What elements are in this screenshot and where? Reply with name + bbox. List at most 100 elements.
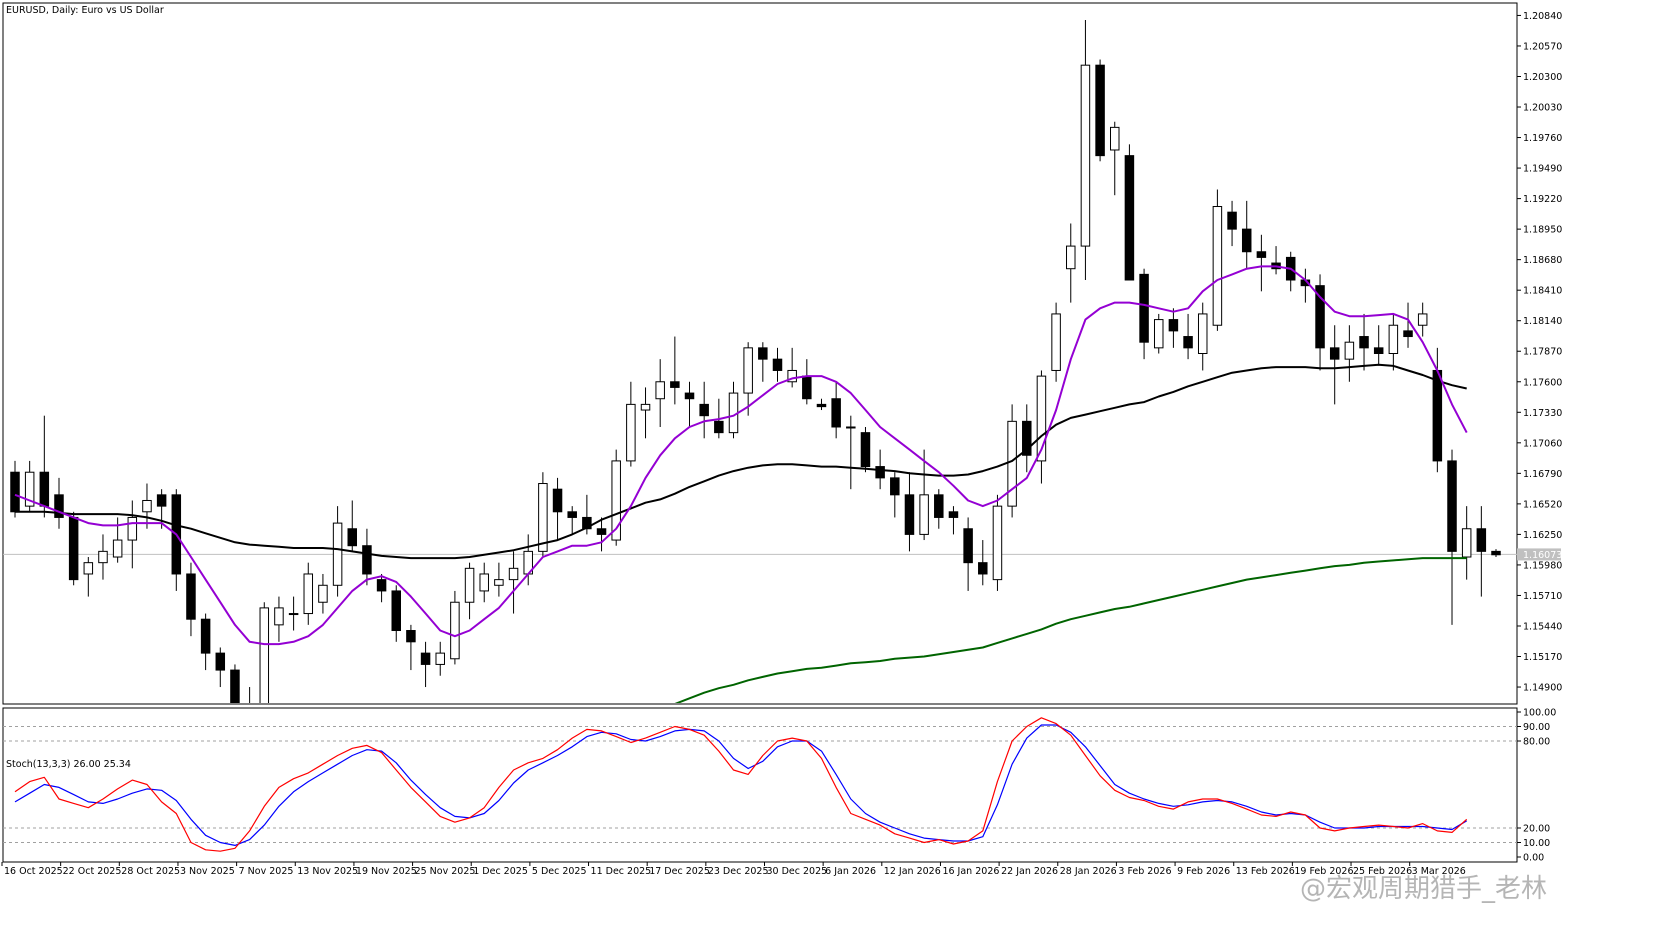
candle (1491, 549, 1501, 558)
candle (479, 562, 489, 603)
candle-body-bear (420, 652, 431, 665)
candle (464, 562, 475, 620)
candle-body-bear (1359, 336, 1369, 349)
time-tick-label: 16 Jan 2026 (942, 866, 999, 877)
time-tick-label: 17 Dec 2025 (649, 866, 710, 877)
candle-body-bear (699, 403, 709, 417)
candle-body-bear (54, 494, 64, 518)
candle (919, 449, 929, 541)
candle-body-bear (684, 392, 695, 400)
candle-body-bear (1256, 251, 1267, 258)
candle (288, 596, 299, 631)
candle-body-bull (626, 403, 636, 462)
candle-body-bull (611, 460, 621, 541)
candle-body-bull (259, 607, 270, 703)
candle (640, 387, 651, 439)
candle (904, 472, 915, 552)
candle-body-bear (816, 403, 827, 408)
watermark-text: @宏观周期猎手_老林 (1300, 874, 1548, 904)
candle (567, 506, 577, 535)
candle (1241, 200, 1252, 269)
candle (684, 381, 695, 427)
candle (831, 381, 841, 439)
time-tick-label: 22 Oct 2025 (63, 866, 122, 877)
stoch-y-tick-label: 90.00 (1523, 722, 1550, 733)
price-y-tick-label: 1.20570 (1523, 41, 1562, 52)
candle-body-bear (1403, 330, 1413, 338)
price-y-tick-label: 1.18680 (1523, 255, 1562, 266)
price-y-tick-label: 1.15980 (1523, 560, 1562, 571)
candle-body-bear (1432, 369, 1443, 462)
candle (758, 342, 768, 382)
candle (670, 336, 680, 405)
candle (142, 483, 152, 529)
time-tick-label: 30 Dec 2025 (766, 866, 827, 877)
candle (435, 641, 445, 676)
candle-body-bull (640, 403, 651, 411)
candle (1066, 223, 1076, 303)
candle (1124, 144, 1135, 281)
candle-body-bear (934, 494, 944, 518)
candle-body-bear (582, 516, 592, 530)
candle-body-bull (787, 369, 797, 383)
candle-body-bear (1491, 550, 1501, 556)
candle (332, 506, 343, 597)
candle-body-bear (772, 358, 783, 371)
candle-body-bear (802, 375, 812, 400)
candle-body-bull (919, 494, 929, 535)
price-y-tick-label: 1.15170 (1523, 652, 1562, 663)
time-tick-label: 1 Dec 2025 (473, 866, 528, 877)
candle-body-bear (1168, 319, 1179, 332)
price-y-tick-label: 1.16250 (1523, 530, 1562, 541)
candle (1329, 325, 1340, 405)
candle-body-bull (1344, 341, 1355, 360)
candle (1080, 19, 1091, 281)
candle-body-bull (1036, 375, 1047, 462)
candle (68, 511, 79, 586)
candle (552, 477, 563, 541)
candle (1197, 302, 1208, 371)
candle-body-bull (1051, 313, 1061, 371)
chart-title: EURUSD, Daily: Euro vs US Dollar (6, 5, 164, 16)
candle-body-bear (758, 347, 768, 360)
ma-slow-line (674, 557, 1467, 703)
time-tick-label: 22 Jan 2026 (1001, 866, 1058, 877)
stoch-y-tick-label: 0.00 (1523, 853, 1544, 864)
candle (54, 477, 64, 529)
time-tick-label: 25 Feb 2026 (1353, 866, 1412, 877)
candle-body-bear (347, 528, 358, 547)
time-tick-label: 3 Feb 2026 (1118, 866, 1171, 877)
time-tick-label: 7 Nov 2025 (239, 866, 294, 877)
price-y-tick-label: 1.15710 (1523, 591, 1562, 602)
candle-body-bear (714, 420, 724, 434)
price-y-tick-label: 1.16520 (1523, 499, 1562, 510)
candle (596, 517, 607, 552)
time-tick-label: 28 Jan 2026 (1060, 866, 1117, 877)
candle (391, 585, 401, 642)
candle (1110, 121, 1120, 196)
price-y-tick-label: 1.18950 (1523, 225, 1562, 236)
time-tick-label: 11 Dec 2025 (591, 866, 652, 877)
candle-body-bull (127, 516, 138, 541)
candle (83, 557, 94, 597)
candle-body-bear (1139, 273, 1149, 343)
candle-body-bull (1066, 245, 1076, 270)
indicator-title: Stoch(13,3,3) 26.00 25.34 (6, 759, 131, 770)
candle-body-bear (890, 477, 900, 496)
candle-body-bull (846, 426, 856, 429)
candle (127, 500, 138, 569)
candle-body-bull (450, 601, 460, 660)
candle (1256, 234, 1267, 292)
candle (1461, 506, 1472, 580)
candle-body-bear (1315, 285, 1325, 349)
price-y-tick-label: 1.19760 (1523, 133, 1562, 144)
candle-body-bull (303, 573, 314, 615)
time-tick-label: 28 Oct 2025 (121, 866, 180, 877)
candle (787, 347, 797, 388)
time-tick-label: 19 Nov 2025 (356, 866, 417, 877)
candle-body-bull (655, 381, 665, 400)
time-tick-label: 25 Nov 2025 (415, 866, 476, 877)
candle-body-bear (39, 471, 50, 507)
candle (376, 573, 387, 603)
